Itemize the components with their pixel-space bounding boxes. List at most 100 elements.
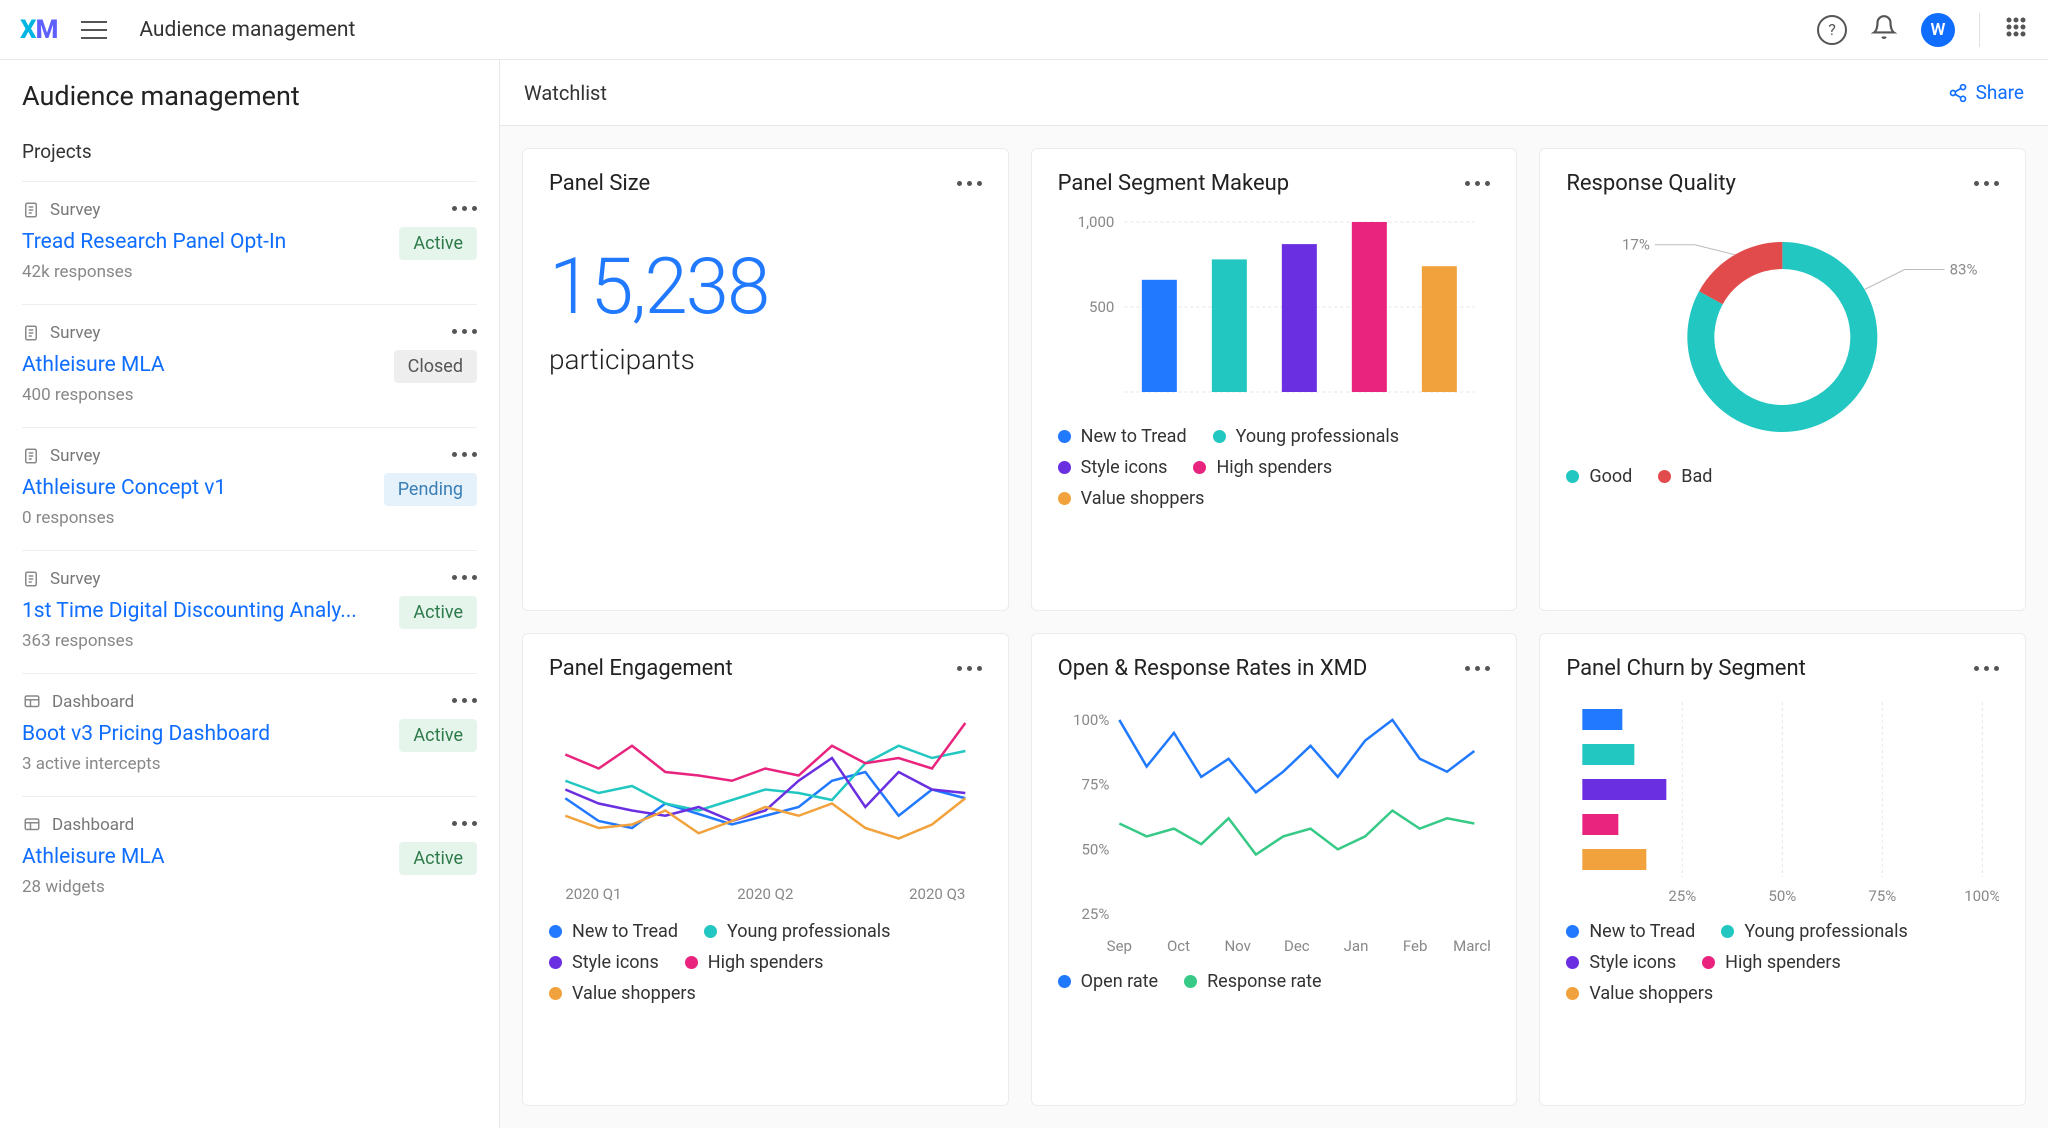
legend-item: Value shoppers	[1058, 488, 1205, 509]
project-item: Dashboard Boot v3 Pricing Dashboard 3 ac…	[22, 673, 477, 796]
project-menu-icon[interactable]	[452, 815, 477, 832]
legend-item: High spenders	[1193, 457, 1332, 478]
page-title: Audience management	[139, 18, 355, 42]
card-title: Response Quality	[1566, 171, 1736, 196]
project-meta: 42k responses	[22, 262, 477, 282]
project-item: Survey Athleisure MLA 400 responses Clos…	[22, 304, 477, 427]
legend-item: New to Tread	[1058, 426, 1187, 447]
project-meta: 3 active intercepts	[22, 754, 477, 774]
legend-item: Style icons	[549, 952, 659, 973]
project-menu-icon[interactable]	[452, 569, 477, 586]
project-meta: 363 responses	[22, 631, 477, 651]
logo[interactable]: XM	[20, 15, 57, 45]
card-open-response: Open & Response Rates in XMD 25%50%75%10…	[1031, 633, 1518, 1106]
notifications-icon[interactable]	[1871, 14, 1897, 45]
legend-item: Style icons	[1058, 457, 1168, 478]
svg-text:2020 Q2: 2020 Q2	[737, 885, 793, 903]
legend-item: Response rate	[1184, 971, 1322, 992]
legend-item: New to Tread	[1566, 921, 1695, 942]
project-menu-icon[interactable]	[452, 200, 477, 217]
project-menu-icon[interactable]	[452, 692, 477, 709]
card-panel-churn: Panel Churn by Segment 25%50%75%100% New…	[1539, 633, 2026, 1106]
legend-item: Bad	[1658, 466, 1712, 487]
project-status-badge: Closed	[394, 350, 477, 383]
sidebar-title: Audience management	[22, 80, 477, 112]
card-menu-icon[interactable]	[1974, 660, 1999, 677]
project-item: Survey 1st Time Digital Discounting Anal…	[22, 550, 477, 673]
svg-text:25%: 25%	[1669, 887, 1697, 905]
project-item: Survey Athleisure Concept v1 0 responses…	[22, 427, 477, 550]
svg-text:Dec: Dec	[1284, 937, 1310, 955]
sidebar-section-label: Projects	[22, 140, 477, 163]
legend-item: Young professionals	[1213, 426, 1399, 447]
legend-item: Young professionals	[704, 921, 890, 942]
project-item: Survey Tread Research Panel Opt-In 42k r…	[22, 181, 477, 304]
legend-item: Value shoppers	[1566, 983, 1713, 1004]
svg-text:17%: 17%	[1622, 236, 1650, 254]
project-item: Dashboard Athleisure MLA 28 widgets Acti…	[22, 796, 477, 919]
card-title: Panel Engagement	[549, 656, 733, 681]
engagement-line-chart: 2020 Q1 2020 Q2 2020 Q3	[549, 697, 982, 907]
project-status-badge: Active	[399, 596, 477, 629]
svg-text:2020 Q1: 2020 Q1	[565, 885, 621, 903]
legend: Open rate Response rate	[1058, 971, 1491, 992]
project-status-badge: Active	[399, 227, 477, 260]
legend-item: Good	[1566, 466, 1632, 487]
segment-bar-chart: 500 1,000	[1058, 212, 1491, 412]
open-response-line-chart: 25%50%75%100%SepOctNovDecJanFebMarch	[1058, 697, 1491, 957]
share-label: Share	[1976, 81, 2024, 104]
svg-text:Oct: Oct	[1167, 937, 1190, 955]
project-menu-icon[interactable]	[452, 446, 477, 463]
legend-item: High spenders	[685, 952, 824, 973]
legend-item: Young professionals	[1721, 921, 1907, 942]
svg-text:March: March	[1453, 937, 1490, 955]
svg-text:83%: 83%	[1950, 261, 1978, 279]
card-segment-makeup: Panel Segment Makeup 500 1,000 New to Tre…	[1031, 148, 1518, 611]
legend-item: High spenders	[1702, 952, 1841, 973]
svg-text:Jan: Jan	[1343, 937, 1368, 955]
project-status-badge: Active	[399, 842, 477, 875]
card-menu-icon[interactable]	[957, 175, 982, 192]
project-menu-icon[interactable]	[452, 323, 477, 340]
svg-text:Sep: Sep	[1106, 937, 1131, 955]
svg-text:75%: 75%	[1081, 776, 1109, 794]
svg-text:25%: 25%	[1081, 905, 1109, 923]
panel-size-value: 15,238	[549, 242, 982, 333]
card-menu-icon[interactable]	[1465, 175, 1490, 192]
project-meta: 400 responses	[22, 385, 477, 405]
sidebar: Audience management Projects Survey Trea…	[0, 60, 500, 1128]
legend: New to Tread Young professionals Style ico…	[1566, 921, 1999, 1004]
card-panel-engagement: Panel Engagement 2020 Q1 2020 Q2 2020 Q3 N…	[522, 633, 1009, 1106]
response-quality-donut: 83% 17%	[1566, 212, 1999, 452]
panel-size-label: participants	[549, 343, 982, 376]
legend-item: Open rate	[1058, 971, 1158, 992]
menu-icon[interactable]	[81, 21, 107, 39]
svg-text:75%: 75%	[1869, 887, 1897, 905]
card-panel-size: Panel Size 15,238 participants	[522, 148, 1009, 611]
card-response-quality: Response Quality 83% 17% Good Bad	[1539, 148, 2026, 611]
legend-item: New to Tread	[549, 921, 678, 942]
project-status-badge: Pending	[384, 473, 477, 506]
share-button[interactable]: Share	[1948, 81, 2024, 104]
svg-text:Nov: Nov	[1224, 937, 1250, 955]
svg-text:500: 500	[1089, 298, 1114, 316]
svg-text:50%: 50%	[1769, 887, 1797, 905]
svg-text:Feb: Feb	[1403, 937, 1428, 955]
svg-text:1,000: 1,000	[1077, 213, 1114, 231]
churn-hbar-chart: 25% 50% 75% 100%	[1566, 697, 1999, 907]
card-title: Panel Segment Makeup	[1058, 171, 1289, 196]
svg-text:100%: 100%	[1965, 887, 1999, 905]
svg-text:50%: 50%	[1081, 840, 1109, 858]
card-menu-icon[interactable]	[1465, 660, 1490, 677]
content-header: Watchlist Share	[500, 60, 2048, 126]
help-icon[interactable]: ?	[1817, 15, 1847, 45]
apps-icon[interactable]	[2004, 15, 2028, 44]
watchlist-title: Watchlist	[524, 81, 607, 105]
card-title: Panel Size	[549, 171, 650, 196]
avatar[interactable]: W	[1921, 13, 1955, 47]
svg-text:2020 Q3: 2020 Q3	[909, 885, 965, 903]
project-status-badge: Active	[399, 719, 477, 752]
legend-item: Style icons	[1566, 952, 1676, 973]
card-menu-icon[interactable]	[957, 660, 982, 677]
card-menu-icon[interactable]	[1974, 175, 1999, 192]
